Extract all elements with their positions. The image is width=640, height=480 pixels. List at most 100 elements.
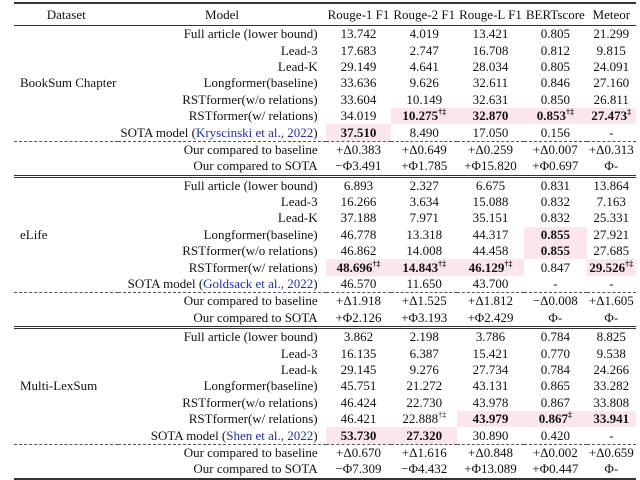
comparison-value: Φ- xyxy=(523,309,587,330)
score-cell: 21.299 xyxy=(587,26,636,43)
citation-link[interactable]: Goldsack et al., 2022 xyxy=(203,276,314,292)
score-cell: 0.846 xyxy=(524,75,587,91)
score-value: 11.650 xyxy=(406,276,442,292)
score-cell: 33.808 xyxy=(587,395,636,411)
score-value: 27.473 xyxy=(591,108,628,124)
model-prefix: SOTA model ( xyxy=(120,124,196,140)
score-value: 28.034 xyxy=(472,58,509,74)
score-value: 27.160 xyxy=(593,75,630,91)
score-value: - xyxy=(553,276,558,292)
comparison-value: −Δ0.008 xyxy=(523,292,587,310)
score-value: 14.008 xyxy=(406,243,443,259)
score-value: 3.634 xyxy=(409,194,439,210)
score-value: 9.626 xyxy=(409,75,439,91)
score-cell: 46.129†‡ xyxy=(457,259,524,276)
significance-mark: †‡ xyxy=(625,259,634,269)
score-cell: 28.034 xyxy=(457,59,524,75)
score-cell: 0.832 xyxy=(524,194,587,210)
score-value: 33.636 xyxy=(340,75,377,91)
score-value: 44.317 xyxy=(472,226,509,242)
comparison-value: Φ- xyxy=(586,309,636,330)
dataset-label: BookSum Chapter xyxy=(20,75,117,91)
score-cell: 33.636 xyxy=(326,75,392,91)
significance-mark: †‡ xyxy=(372,259,381,269)
score-value: 4.641 xyxy=(409,58,439,74)
score-value: 21.272 xyxy=(406,378,443,394)
score-cell: 15.421 xyxy=(457,345,524,361)
score-value: 2.198 xyxy=(409,329,439,345)
comparison-value: +Δ1.605 xyxy=(586,292,636,310)
score-cell: 3.786 xyxy=(457,328,524,346)
score-value: 13.421 xyxy=(472,26,509,42)
citation-link[interactable]: Shen et al., 2022 xyxy=(226,427,314,443)
table-row: RSTformer(w/o relations) 46.424 22.730 43.9… xyxy=(14,395,636,411)
score-cell: 21.272 xyxy=(391,378,457,394)
score-value: 8.825 xyxy=(596,329,626,345)
citation-link[interactable]: Kryscinski et al., 2022 xyxy=(195,124,314,140)
comparison-label: Our compared to SOTA xyxy=(118,158,326,178)
table-row: SOTA model (Kryscinski et al., 2022) 37.5… xyxy=(14,124,636,142)
score-value: 0.770 xyxy=(540,345,570,361)
score-value: 13.742 xyxy=(340,26,377,42)
score-cell: 48.696†‡ xyxy=(325,259,392,276)
score-value: 46.129 xyxy=(468,259,505,275)
comparison-value: +Φ2.126 xyxy=(325,309,392,330)
score-value: 7.163 xyxy=(596,194,626,210)
table-row: Lead-K 29.149 4.641 28.034 0.805 24.091 xyxy=(14,59,636,75)
score-value: 46.570 xyxy=(340,276,377,292)
score-cell: 0.847 xyxy=(524,259,587,275)
comparison-value: +Δ0.383 xyxy=(325,140,392,159)
score-cell: 46.421 xyxy=(326,411,392,427)
spacer-cell xyxy=(14,292,119,310)
comparison-value: +Φ0.697 xyxy=(523,158,587,178)
score-value: 37.510 xyxy=(340,124,377,140)
score-cell: 15.088 xyxy=(457,194,524,210)
table-row: RSTformer(w/o relations) 46.862 14.008 44.4… xyxy=(14,243,636,260)
table-row: RSTformer(w/ relations) 34.019 10.275†‡ 32.… xyxy=(14,107,636,125)
comparison-value: +Δ1.525 xyxy=(391,292,458,310)
score-value: 6.387 xyxy=(409,345,439,361)
model-prefix: SOTA model ( xyxy=(127,276,204,292)
score-cell: 0.850 xyxy=(524,92,587,108)
score-cell: 13.742 xyxy=(326,26,392,43)
table-row: SOTA model (Shen et al., 2022) 53.730 27.3… xyxy=(14,427,636,445)
score-cell: 22.888†‡ xyxy=(391,411,457,427)
score-cell: - xyxy=(587,276,636,293)
comparison-value: +Δ1.918 xyxy=(325,292,392,310)
score-value: 53.730 xyxy=(340,427,377,443)
header-meteor: Meteor xyxy=(592,6,631,22)
model-name: SOTA model (Shen et al., 2022) xyxy=(118,427,325,444)
score-value: 17.683 xyxy=(340,42,377,58)
score-value: 34.019 xyxy=(340,108,377,124)
score-cell: 25.331 xyxy=(587,210,636,226)
comparison-value: +Δ0.659 xyxy=(586,443,636,462)
score-cell: 0.784 xyxy=(524,328,587,346)
score-cell: 33.941 xyxy=(586,410,636,428)
comparison-row: Our compared to SOTA +Φ2.126 +Φ3.193 +Φ2.42… xyxy=(14,309,636,330)
score-cell: 13.318 xyxy=(391,227,457,243)
score-cell: 43.700 xyxy=(457,276,524,293)
score-value: 30.890 xyxy=(472,427,509,443)
score-value: 35.151 xyxy=(472,210,509,226)
comparison-value: +Δ0.670 xyxy=(325,443,392,462)
score-value: 0.831 xyxy=(540,177,570,193)
comparison-value: +Φ3.193 xyxy=(391,309,458,330)
score-cell: 4.019 xyxy=(391,26,457,43)
score-cell: 43.979 xyxy=(457,410,524,428)
header-rouge2: Rouge-2 F1 xyxy=(393,6,456,22)
score-value: 21.299 xyxy=(593,26,630,42)
header-model: Model xyxy=(205,6,239,22)
score-value: 2.747 xyxy=(409,42,439,58)
score-value: 33.941 xyxy=(593,411,630,427)
score-cell: 44.458 xyxy=(457,243,524,259)
significance-mark: †‡ xyxy=(438,410,447,420)
comparison-value: −Φ3.491 xyxy=(325,158,392,178)
dataset-label: Multi-LexSum xyxy=(20,378,98,394)
score-value: 27.921 xyxy=(593,226,630,242)
score-cell: 0.156 xyxy=(524,124,587,141)
model-suffix: ) xyxy=(313,124,318,140)
score-value: 15.421 xyxy=(472,345,509,361)
comparison-row: Our compared to baseline +Δ1.918 +Δ1.525 +Δ… xyxy=(14,292,636,310)
significance-mark: ‡ xyxy=(567,410,572,420)
score-cell: 0.805 xyxy=(524,26,587,43)
